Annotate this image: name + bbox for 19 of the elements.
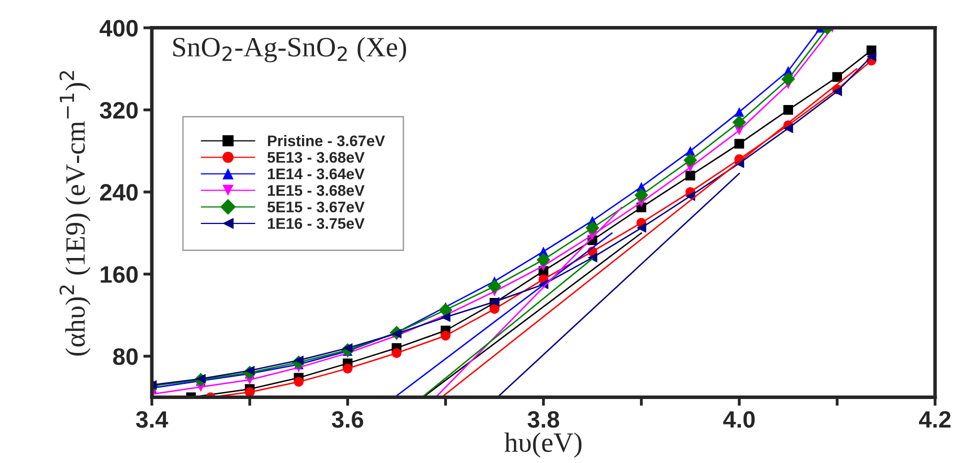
annotation: SnO$_{2}$-Ag-SnO$_{2}$ (Xe) [173,37,406,62]
y-axis-title: (αhυ)$^{2}$ (1E9) (eV-cm$^{−1}$)$^{2}$ [60,71,91,356]
x-tick-label: 3.8 [528,411,560,428]
y-tick-label: 400 [100,20,138,37]
x-tick-label: 4.0 [723,411,755,428]
x-tick-label: 3.6 [332,411,364,428]
y-tick-label: 80 [113,348,138,365]
x-tick-label: 3.4 [136,411,168,428]
legend-label: 1E15 - 3.68eV [268,185,365,196]
legend-label: 5E15 - 3.67eV [267,202,365,212]
legend-label: Pristine - 3.67eV [268,135,385,146]
legend-label: 1E16 - 3.75eV [268,218,365,229]
x-tick-label: 4.2 [919,411,951,428]
legend-label: 5E13 - 3.68eV [267,152,365,163]
x-axis-title: hυ(eV) [504,432,582,458]
y-tick-label: 160 [100,266,138,283]
y-tick-label: 240 [100,184,138,201]
legend-label: 1E14 - 3.64eV [268,168,365,180]
y-tick-label: 320 [100,102,138,119]
